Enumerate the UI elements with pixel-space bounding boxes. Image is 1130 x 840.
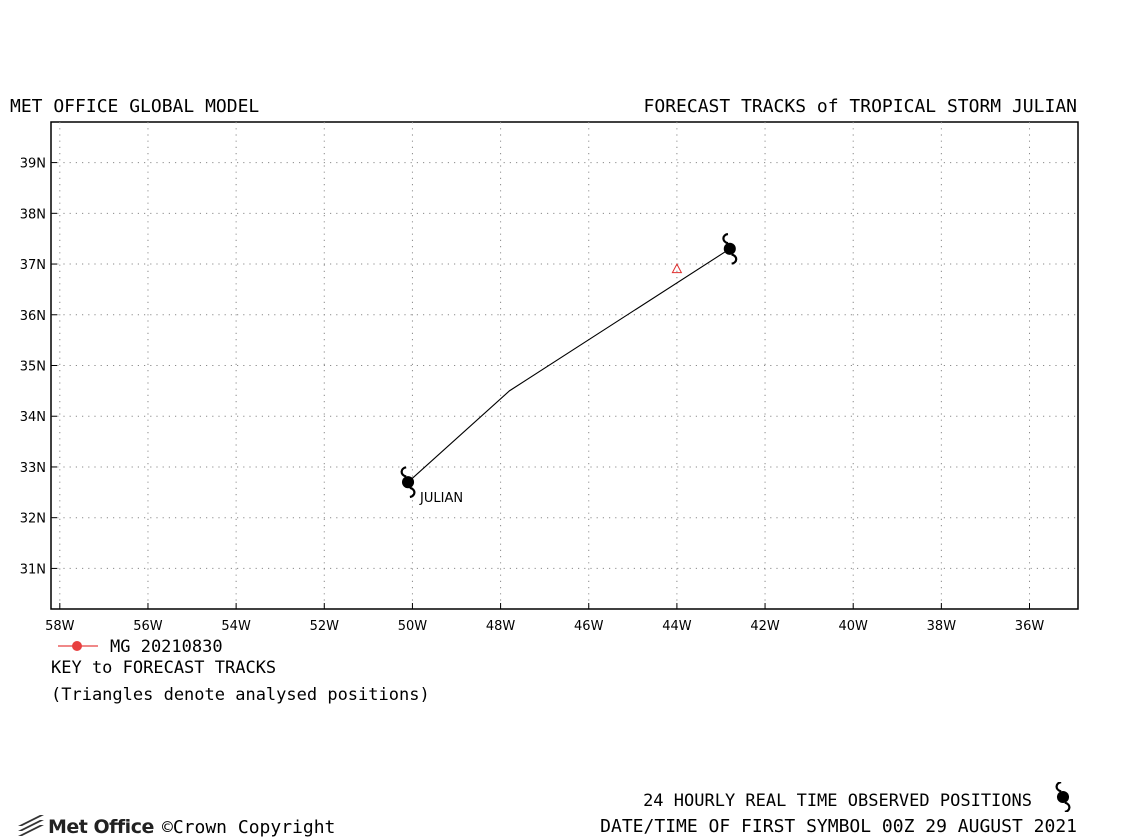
lon-tick-label: 50W (398, 619, 428, 634)
lat-tick-label: 36N (20, 309, 46, 324)
observed-track-line (407, 248, 731, 483)
met-office-logo-icon (18, 815, 44, 836)
storm-symbol-icon (1055, 782, 1071, 812)
legend-entry-label: MG 20210830 (110, 637, 223, 657)
lat-tick-label: 33N (20, 461, 46, 476)
lon-tick-label: 44W (662, 619, 692, 634)
lat-tick-label: 38N (20, 207, 46, 222)
lon-tick-label: 36W (1015, 619, 1045, 634)
lon-tick-label: 40W (839, 619, 869, 634)
lat-tick-label: 35N (20, 360, 46, 375)
met-office-brand: Met Office (48, 816, 154, 838)
lat-tick-label: 34N (20, 410, 46, 425)
chart-title: FORECAST TRACKS of TROPICAL STORM JULIAN (644, 96, 1077, 117)
observed-track: JULIAN (400, 232, 738, 506)
lon-tick-label: 58W (45, 619, 75, 634)
legend-key-title: KEY to FORECAST TRACKS (51, 658, 276, 678)
lon-tick-label: 38W (927, 619, 957, 634)
lon-tick-label: 46W (574, 619, 604, 634)
map-area: 39N 38N 37N 36N 35N 34N 33N 32N 31N 58W 56W 54W 52W… (20, 121, 1079, 634)
lat-tick-label: 31N (20, 562, 46, 577)
lon-tick-label: 54W (221, 619, 251, 634)
longitude-labels: 58W 56W 54W 52W 50W 48W 46W 44W 42W 40W 38W 36W (45, 619, 1044, 634)
copyright-notice: ©Crown Copyright (162, 817, 335, 838)
lon-tick-label: 48W (486, 619, 516, 634)
analysed-position-triangle (671, 263, 683, 274)
lon-tick-label: 52W (310, 619, 340, 634)
map-frame (50, 121, 1079, 610)
first-symbol-datetime: DATE/TIME OF FIRST SYMBOL 00Z 29 AUGUST … (600, 816, 1077, 837)
observed-positions-note: 24 HOURLY REAL TIME OBSERVED POSITIONS (643, 791, 1032, 811)
lat-tick-label: 37N (20, 258, 46, 273)
legend: MG 20210830 KEY to FORECAST TRACKS (Tria… (51, 637, 430, 705)
storm-name-label: JULIAN (419, 491, 463, 506)
grid-lines (51, 122, 1078, 609)
met-office-logo: Met Office (18, 815, 154, 838)
legend-track-marker (72, 641, 82, 651)
model-title: MET OFFICE GLOBAL MODEL (10, 96, 259, 117)
analysed-positions (671, 263, 683, 274)
lat-tick-label: 39N (20, 157, 46, 172)
legend-note: (Triangles denote analysed positions) (51, 685, 430, 705)
lon-tick-label: 42W (750, 619, 780, 634)
lon-tick-label: 56W (133, 619, 163, 634)
lat-tick-label: 32N (20, 512, 46, 527)
latitude-labels: 39N 38N 37N 36N 35N 34N 33N 32N 31N (20, 157, 46, 578)
